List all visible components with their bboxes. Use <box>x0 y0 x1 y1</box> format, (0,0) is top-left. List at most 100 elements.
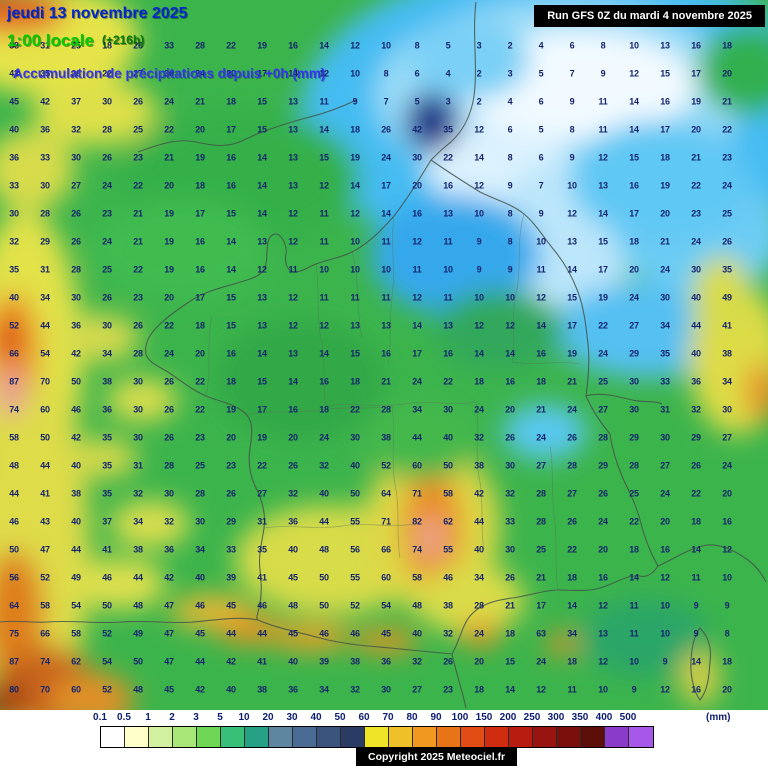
legend-tick-label: 100 <box>451 712 469 723</box>
precip-value: 12 <box>536 292 546 303</box>
precip-value: 45 <box>195 628 205 639</box>
legend-color-cell <box>629 727 653 747</box>
precip-value: 58 <box>40 600 50 611</box>
precip-value: 40 <box>443 432 453 443</box>
precip-value: 30 <box>443 404 453 415</box>
precip-value: 28 <box>629 460 639 471</box>
precip-value: 14 <box>567 600 577 611</box>
precip-value: 10 <box>660 628 670 639</box>
precip-value: 15 <box>505 656 515 667</box>
precip-value: 8 <box>724 628 730 639</box>
precip-value: 15 <box>598 236 608 247</box>
precip-value: 14 <box>319 40 329 51</box>
legend-color-cell <box>197 727 221 747</box>
legend-color-cell <box>605 727 629 747</box>
precip-value: 12 <box>288 208 298 219</box>
precip-value: 22 <box>443 376 453 387</box>
precip-value: 44 <box>691 320 701 331</box>
precip-value: 40 <box>288 544 298 555</box>
precip-value: 24 <box>474 404 484 415</box>
precip-value: 14 <box>350 180 360 191</box>
precip-value: 87 <box>9 656 19 667</box>
precip-value: 35 <box>257 544 267 555</box>
precip-value: 11 <box>381 236 391 247</box>
precip-value: 34 <box>195 544 205 555</box>
precip-value: 12 <box>598 152 608 163</box>
precip-value: 25 <box>629 488 639 499</box>
precip-value: 27 <box>598 404 608 415</box>
precip-value: 9 <box>569 152 575 163</box>
precip-value: 31 <box>660 404 670 415</box>
precip-value: 48 <box>288 600 298 611</box>
precip-value: 14 <box>257 180 267 191</box>
precip-value: 44 <box>71 544 81 555</box>
precip-value: 30 <box>71 292 81 303</box>
precip-value: 52 <box>9 320 19 331</box>
precip-value: 56 <box>350 544 360 555</box>
precip-value: 27 <box>567 488 577 499</box>
precip-value: 20 <box>474 656 484 667</box>
legend-color-cell <box>581 727 605 747</box>
precip-value: 18 <box>350 376 360 387</box>
precip-value: 10 <box>629 40 639 51</box>
precip-value: 10 <box>505 292 515 303</box>
precip-value: 22 <box>443 152 453 163</box>
precip-value: 30 <box>164 68 174 79</box>
precip-value: 60 <box>71 684 81 695</box>
precip-value: 49 <box>133 628 143 639</box>
precip-value: 32 <box>350 684 360 695</box>
precip-value: 50 <box>319 600 329 611</box>
precip-value: 24 <box>319 432 329 443</box>
precip-value: 13 <box>288 348 298 359</box>
precip-value: 17 <box>381 180 391 191</box>
precip-value: 14 <box>412 320 422 331</box>
precip-value: 9 <box>476 236 482 247</box>
precip-value: 45 <box>288 572 298 583</box>
precip-value: 35 <box>443 124 453 135</box>
precip-value: 14 <box>505 684 515 695</box>
precip-value: 26 <box>381 124 391 135</box>
precip-value: 23 <box>722 152 732 163</box>
precip-value: 32 <box>133 488 143 499</box>
precip-value: 74 <box>412 544 422 555</box>
precip-value: 7 <box>538 180 544 191</box>
precip-value: 34 <box>319 684 329 695</box>
precip-value: 62 <box>443 516 453 527</box>
precip-value: 42 <box>195 684 205 695</box>
precip-value: 21 <box>133 236 143 247</box>
precip-value: 47 <box>40 544 50 555</box>
map-title: Accumulation de précipitations depuis +0… <box>13 66 326 81</box>
precip-value: 14 <box>505 348 515 359</box>
precip-value: 20 <box>660 516 670 527</box>
precip-value: 16 <box>195 264 205 275</box>
forecast-time: 1:00 locale (+216h) <box>7 31 144 51</box>
precip-value: 29 <box>629 348 639 359</box>
precip-value: 21 <box>660 236 670 247</box>
precip-value: 24 <box>474 628 484 639</box>
precip-value: 44 <box>40 460 50 471</box>
precip-value: 11 <box>691 572 701 583</box>
precip-value: 36 <box>381 656 391 667</box>
precip-value: 13 <box>443 320 453 331</box>
precip-value: 24 <box>195 68 205 79</box>
precip-value: 28 <box>536 488 546 499</box>
precip-value: 26 <box>133 320 143 331</box>
precip-value: 13 <box>288 124 298 135</box>
precip-value: 24 <box>629 292 639 303</box>
legend-color-cell <box>245 727 269 747</box>
precip-value: 9 <box>569 96 575 107</box>
precip-value: 25 <box>71 40 81 51</box>
precip-value: 15 <box>257 124 267 135</box>
precip-value: 19 <box>257 40 267 51</box>
precip-value: 30 <box>9 208 19 219</box>
precip-value: 12 <box>660 572 670 583</box>
precip-value: 40 <box>319 488 329 499</box>
precip-value: 22 <box>598 320 608 331</box>
precip-value: 34 <box>660 320 670 331</box>
precip-value: 6 <box>538 152 544 163</box>
precip-value: 24 <box>722 460 732 471</box>
precip-value: 44 <box>474 516 484 527</box>
precip-value: 24 <box>412 376 422 387</box>
precip-value: 21 <box>133 208 143 219</box>
precip-value: 14 <box>629 572 639 583</box>
